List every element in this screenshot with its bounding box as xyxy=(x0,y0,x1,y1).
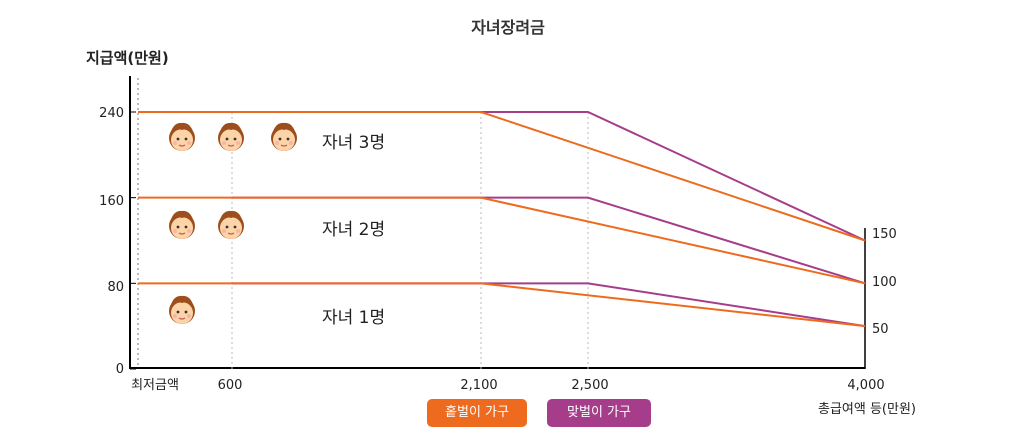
legend-single-income-label: 홑벌이 가구 xyxy=(445,405,509,420)
x-tick-label: 2,100 xyxy=(460,378,497,393)
series-line-2 xyxy=(232,196,866,285)
y-tick-label: 0 xyxy=(116,362,124,377)
x-tick-label: 600 xyxy=(218,378,243,393)
legend-dual-income[interactable]: 맞벌이 가구 xyxy=(547,399,651,427)
right-tick-label: 100 xyxy=(872,275,897,290)
child-face-icon xyxy=(168,295,196,325)
child-face-icon xyxy=(217,122,245,152)
child-face-icon xyxy=(270,122,298,152)
right-tick-label: 50 xyxy=(872,322,889,337)
y-tick-label: 240 xyxy=(99,106,124,121)
children-2-label: 자녀 2명 xyxy=(322,220,385,240)
y-tick-label: 80 xyxy=(107,280,124,295)
series-line-3 xyxy=(138,111,866,242)
y-axis-label: 지급액(만원) xyxy=(86,49,169,67)
x-tick-label: 4,000 xyxy=(847,378,884,393)
x-axis-label: 총급여액 등(만원) xyxy=(818,402,916,417)
series-lines xyxy=(138,111,866,328)
children-1-label: 자녀 1명 xyxy=(322,308,385,328)
child-face-icon xyxy=(168,122,196,152)
x-tick-label: 2,500 xyxy=(571,378,608,393)
series-line-1 xyxy=(138,282,866,328)
legend-dual-income-label: 맞벌이 가구 xyxy=(567,405,631,420)
series-line-2 xyxy=(138,196,866,285)
legend-single-income[interactable]: 홑벌이 가구 xyxy=(427,399,527,427)
children-3-label: 자녀 3명 xyxy=(322,133,385,153)
ticks xyxy=(130,111,136,370)
chart-title: 자녀장려금 xyxy=(471,18,545,37)
y-tick-label: 160 xyxy=(99,194,124,209)
child-face-icon xyxy=(217,210,245,240)
child-face-icon xyxy=(168,210,196,240)
x-tick-label: 최저금액 xyxy=(131,378,179,393)
right-tick-label: 150 xyxy=(872,227,897,242)
